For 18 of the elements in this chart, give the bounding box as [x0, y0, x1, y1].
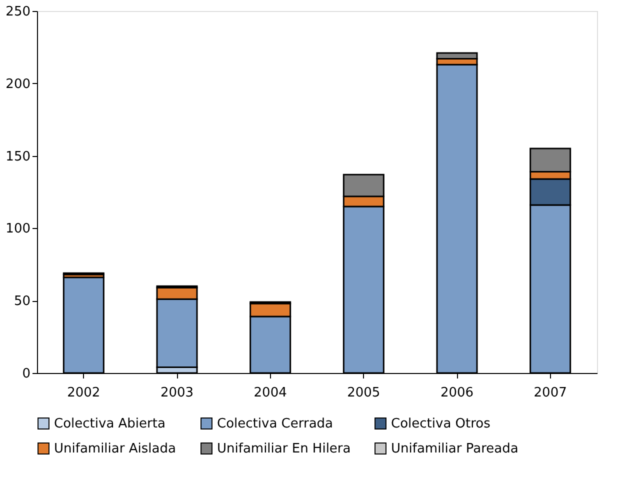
x-tick-label: 2007	[534, 386, 567, 400]
legend-label: Unifamiliar En Hilera	[217, 442, 351, 456]
y-tick-label: 200	[6, 76, 30, 92]
x-tick-label: 2003	[160, 386, 194, 400]
x-tick-label: 2006	[440, 386, 474, 400]
legend-label: Colectiva Abierta	[54, 416, 166, 432]
y-tick-label: 250	[6, 4, 30, 20]
legend-label: Unifamiliar Aislada	[54, 442, 176, 456]
y-tick-label: 50	[14, 294, 30, 310]
x-tick-label: 2005	[347, 386, 380, 400]
legend-label: Colectiva Cerrada	[217, 416, 334, 432]
legend-label: Colectiva Otros	[391, 416, 491, 432]
y-tick-label: 0	[22, 366, 30, 382]
x-tick-label: 2002	[67, 386, 100, 400]
y-tick-label: 100	[6, 222, 30, 237]
y-tick-label: 150	[6, 149, 30, 164]
x-tick-label: 2004	[254, 386, 287, 400]
legend-label: Unifamiliar Pareada	[391, 442, 518, 456]
